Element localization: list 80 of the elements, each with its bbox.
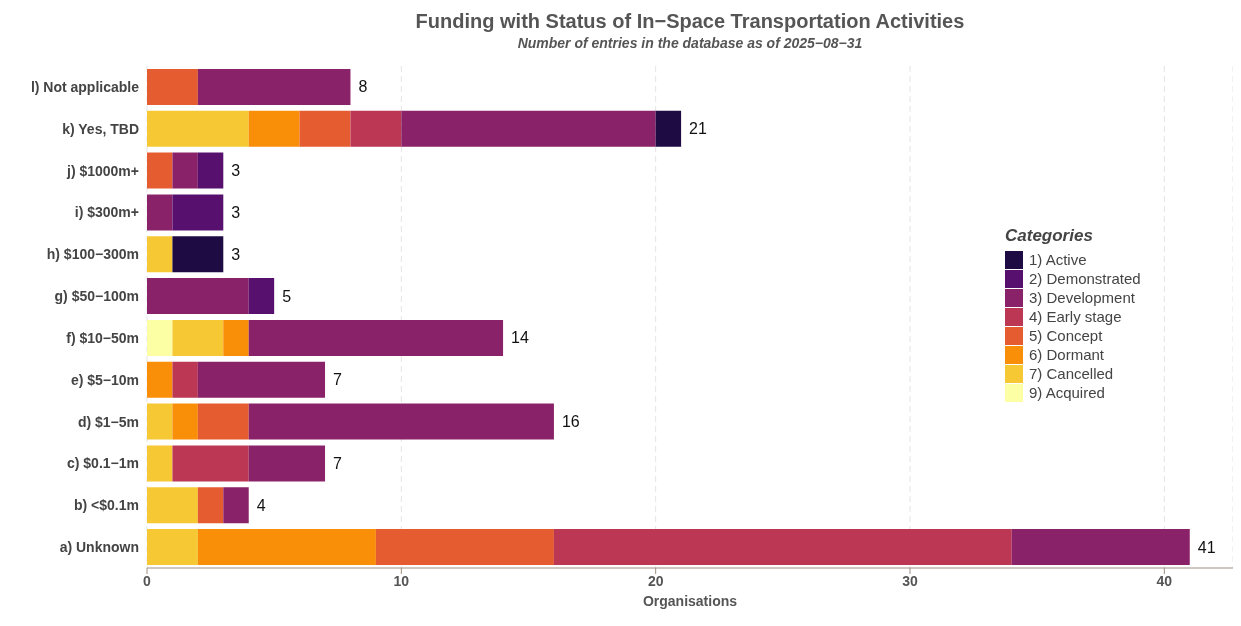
legend-title: Categories	[1005, 226, 1094, 246]
total-label: 8	[358, 78, 368, 96]
bar	[223, 487, 249, 524]
bar	[172, 236, 224, 273]
legend-label: 5) Concept	[1029, 327, 1103, 344]
total-label: 4	[256, 496, 266, 514]
bar	[147, 68, 198, 105]
y-tick-label: d) $1−5m	[77, 413, 139, 430]
bar	[172, 361, 198, 398]
y-tick-label: g) $50−100m	[54, 288, 139, 305]
bar	[248, 278, 275, 315]
bar	[375, 529, 554, 566]
bar	[197, 529, 376, 566]
bar	[147, 278, 249, 315]
bar	[553, 529, 1012, 566]
x-tick-label: 0	[143, 572, 152, 589]
y-tick-label: j) $1000m+	[66, 162, 139, 179]
bar	[350, 110, 402, 147]
x-axis-title: Organisations	[642, 593, 738, 609]
bar	[248, 110, 300, 147]
legend-label: 2) Demonstrated	[1029, 270, 1141, 287]
bar	[197, 361, 326, 398]
chart-subtitle: Number of entries in the database as of 2025−08−31	[516, 35, 864, 51]
legend-label: 4) Early stage	[1029, 308, 1122, 325]
chart-title: Funding with Status of In−Space Transportation Activities	[414, 9, 966, 33]
total-label: 3	[231, 203, 241, 221]
bar	[147, 361, 173, 398]
total-label: 41	[1197, 538, 1216, 556]
bar	[147, 445, 173, 482]
total-label: 14	[511, 329, 529, 347]
bar	[172, 403, 198, 440]
bar	[197, 487, 224, 524]
y-tick-label: e) $5−10m	[70, 371, 139, 388]
y-tick-label: k) Yes, TBD	[62, 120, 139, 137]
total-label: 3	[231, 162, 241, 180]
total-label: 16	[561, 413, 580, 431]
bar	[197, 68, 351, 105]
y-tick-label: i) $300m+	[74, 204, 139, 221]
bar	[248, 319, 504, 356]
bar	[147, 236, 173, 273]
x-tick-label: 30	[902, 572, 918, 589]
bar	[197, 403, 249, 440]
bar	[172, 319, 224, 356]
y-tick-label: b) <$0.1m	[74, 497, 139, 514]
bar	[248, 403, 554, 440]
bar	[655, 110, 682, 147]
bar	[147, 194, 173, 231]
bar	[147, 319, 173, 356]
bar	[147, 487, 198, 524]
x-tick-label: 40	[1156, 572, 1173, 589]
total-label: 5	[282, 287, 292, 305]
bar	[147, 403, 173, 440]
total-label: 7	[333, 454, 343, 472]
y-tick-label: l) Not applicable	[30, 78, 140, 95]
total-label: 21	[689, 120, 707, 138]
bar	[401, 110, 656, 147]
bar	[172, 152, 198, 189]
bar	[172, 445, 249, 482]
x-tick-label: 10	[393, 572, 410, 589]
legend-label: 1) Active	[1029, 251, 1087, 268]
bar	[197, 152, 224, 189]
bar	[1011, 529, 1190, 566]
total-label: 7	[333, 371, 343, 389]
y-tick-label: h) $100−300m	[46, 246, 139, 263]
bar	[147, 152, 173, 189]
x-tick-label: 20	[647, 572, 664, 589]
legend-label: 9) Acquired	[1029, 384, 1105, 401]
bar	[299, 110, 351, 147]
bar	[248, 445, 326, 482]
y-tick-label: a) Unknown	[59, 539, 139, 556]
y-tick-label: c) $0.1−1m	[67, 455, 139, 472]
total-label: 3	[231, 245, 241, 263]
bar	[147, 529, 198, 566]
y-tick-label: f) $10−50m	[66, 329, 139, 346]
legend-label: 6) Dormant	[1029, 346, 1105, 363]
bar	[223, 319, 249, 356]
bar	[172, 194, 224, 231]
legend-label: 7) Cancelled	[1029, 365, 1114, 382]
bar	[147, 110, 249, 147]
legend-label: 3) Development	[1029, 289, 1135, 306]
